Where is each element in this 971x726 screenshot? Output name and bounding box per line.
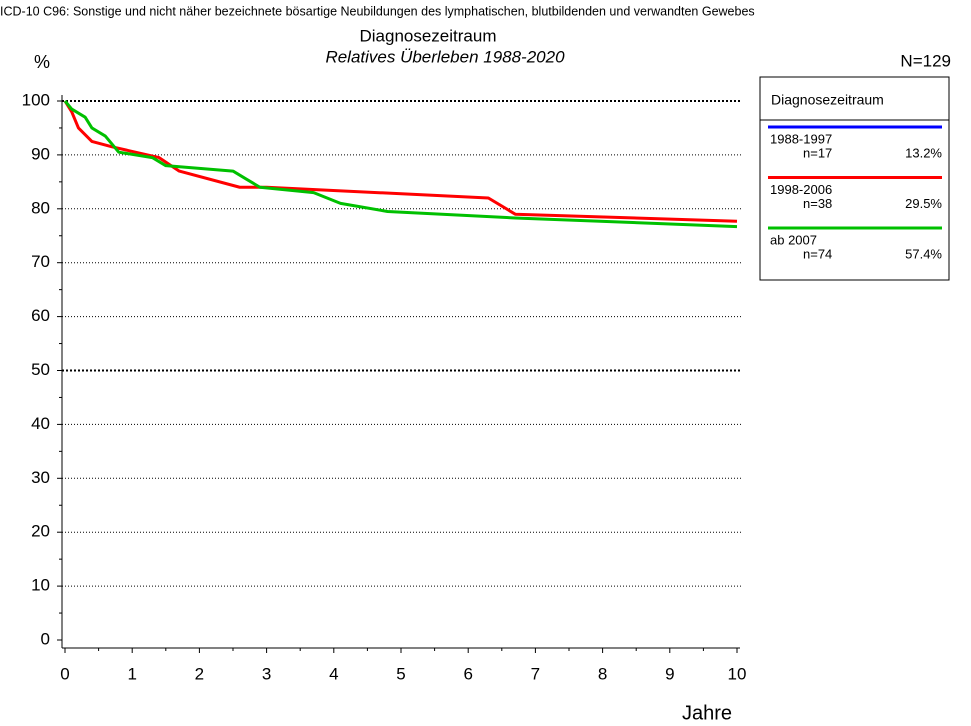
legend-share: 29.5% <box>905 196 942 211</box>
x-tick-label: 7 <box>531 664 540 683</box>
y-axis-label: % <box>34 52 50 72</box>
x-tick-label: 4 <box>329 664 338 683</box>
header: ICD-10 C96: Sonstige und nicht näher bez… <box>0 4 755 18</box>
y-tick-label: 20 <box>31 522 50 541</box>
x-tick-label: 6 <box>463 664 472 683</box>
legend-count: n=38 <box>803 196 832 211</box>
y-tick-label: 40 <box>31 414 50 433</box>
y-tick-label: 100 <box>22 90 50 109</box>
legend-label: ab 2007 <box>770 232 817 247</box>
legend-label: 1988-1997 <box>770 131 832 146</box>
y-tick-label: 0 <box>41 629 50 648</box>
x-tick-label: 5 <box>396 664 405 683</box>
y-tick-label: 30 <box>31 468 50 487</box>
x-tick-label: 8 <box>598 664 607 683</box>
legend-share: 13.2% <box>905 145 942 160</box>
x-tick-label: 3 <box>262 664 271 683</box>
chart-subtitle: Relatives Überleben 1988-2020 <box>325 47 565 66</box>
y-tick-label: 80 <box>31 198 50 217</box>
chart-title: Diagnosezeitraum <box>359 26 496 45</box>
series-line <box>63 100 738 223</box>
x-tick-label: 1 <box>127 664 136 683</box>
x-tick-label: 9 <box>665 664 674 683</box>
legend-title: Diagnosezeitraum <box>771 92 884 108</box>
legend-share: 57.4% <box>905 246 942 261</box>
legend-count: n=17 <box>803 145 832 160</box>
y-tick-label: 60 <box>31 306 50 325</box>
total-count: N=129 <box>900 51 951 70</box>
x-tick-label: 2 <box>195 664 204 683</box>
y-tick-label: 10 <box>31 576 50 595</box>
legend-label: 1998-2006 <box>770 182 832 197</box>
y-tick-label: 50 <box>31 360 50 379</box>
x-axis-label: Jahre <box>682 702 732 724</box>
x-tick-label: 10 <box>728 664 747 683</box>
y-tick-label: 90 <box>31 144 50 163</box>
legend-box <box>759 76 950 281</box>
legend-count: n=74 <box>803 246 832 261</box>
series-line <box>63 100 738 229</box>
y-tick-label: 70 <box>31 252 50 271</box>
x-tick-label: 0 <box>60 664 69 683</box>
